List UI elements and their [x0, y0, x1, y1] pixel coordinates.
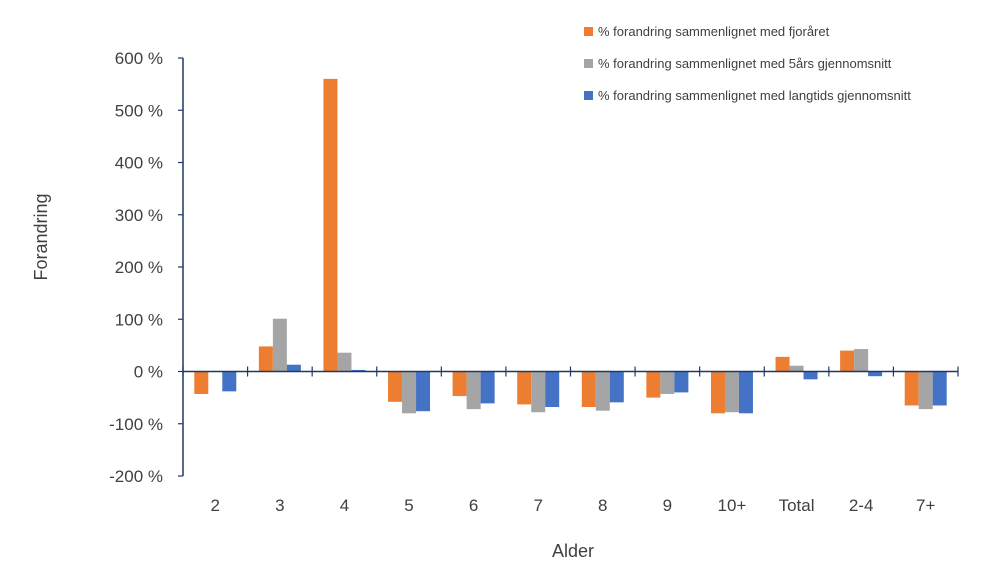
- bar-series-3-7+: [932, 371, 947, 406]
- legend-label: % forandring sammenlignet med fjoråret: [598, 24, 830, 39]
- bar-series-3-3: [286, 364, 301, 372]
- legend-swatch: [584, 91, 593, 100]
- bar-series-3-4: [351, 369, 366, 372]
- x-tick-label: 2-4: [849, 496, 874, 515]
- bar-series-1-7+: [904, 371, 919, 406]
- bar-series-2-7+: [918, 371, 933, 410]
- bar-series-1-5: [388, 371, 403, 402]
- bar-series-2-9: [660, 371, 675, 394]
- y-tick-label: 500 %: [115, 101, 163, 120]
- legend-swatch: [584, 59, 593, 68]
- x-tick-label: 3: [275, 496, 284, 515]
- bar-series-3-9: [674, 371, 689, 393]
- y-tick-label: -200 %: [109, 467, 163, 486]
- x-tick-label: 6: [469, 496, 478, 515]
- bar-series-1-3: [258, 346, 273, 372]
- y-tick-label: 100 %: [115, 310, 163, 329]
- y-tick-label: 200 %: [115, 258, 163, 277]
- bar-series-3-6: [480, 371, 495, 404]
- legend-label: % forandring sammenlignet med langtids g…: [598, 88, 911, 103]
- bar-series-1-7: [517, 371, 532, 405]
- x-tick-label: 4: [340, 496, 349, 515]
- y-tick-label: 0 %: [134, 363, 163, 382]
- bar-series-2-6: [466, 371, 481, 410]
- y-axis-title: Forandring: [31, 193, 51, 280]
- bar-series-1-9: [646, 371, 661, 398]
- x-axis-ticks: 2 3 4 5 6 7 8 9 10+ Total 2-4 7+: [182, 366, 959, 515]
- y-tick-label: 300 %: [115, 206, 163, 225]
- x-tick-label: 8: [598, 496, 607, 515]
- y-tick-label: 400 %: [115, 154, 163, 173]
- x-tick-label: 7+: [916, 496, 935, 515]
- y-axis-ticks: -200 % -100 % 0 % 100 % 200 % 300 % 400 % 500 %…: [109, 49, 183, 486]
- legend: % forandring sammenlignet med fjoråret % …: [584, 24, 911, 103]
- x-tick-label: 5: [404, 496, 413, 515]
- bar-series-2-5: [402, 371, 417, 414]
- x-tick-label: 9: [663, 496, 672, 515]
- bar-series-2-2-4: [854, 349, 869, 372]
- x-axis-title: Alder: [552, 541, 594, 561]
- legend-swatch: [584, 27, 593, 36]
- bar-series-2-7: [531, 371, 546, 413]
- bar-series-2-8: [595, 371, 610, 411]
- bar-series-3-5: [416, 371, 431, 412]
- x-tick-label: 7: [533, 496, 542, 515]
- bar-series-2-3: [272, 318, 287, 372]
- bar-series-2-4: [337, 352, 352, 372]
- bar-series-2-10+: [724, 371, 739, 413]
- bar-series-3-2-4: [868, 371, 883, 377]
- bar-series-1-2-4: [840, 350, 855, 372]
- y-tick-label: -100 %: [109, 415, 163, 434]
- bar-series-1-2: [194, 371, 209, 394]
- x-tick-label: 2: [211, 496, 220, 515]
- x-tick-label: 10+: [718, 496, 747, 515]
- bar-series-1-10+: [710, 371, 725, 414]
- bar-series-1-4: [323, 78, 338, 372]
- bars: [194, 78, 947, 414]
- bar-series-1-8: [581, 371, 596, 408]
- bar-series-3-7: [545, 371, 560, 408]
- bar-series-1-6: [452, 371, 467, 397]
- legend-label: % forandring sammenlignet med 5års gjenn…: [598, 56, 892, 71]
- bar-series-1-Total: [775, 356, 790, 372]
- bar-series-3-2: [222, 371, 237, 392]
- bar-series-2-Total: [789, 365, 804, 372]
- bar-series-3-8: [609, 371, 624, 403]
- bar-series-3-Total: [803, 371, 818, 380]
- y-tick-label: 600 %: [115, 49, 163, 68]
- x-tick-label: Total: [779, 496, 815, 515]
- bar-series-3-10+: [738, 371, 753, 414]
